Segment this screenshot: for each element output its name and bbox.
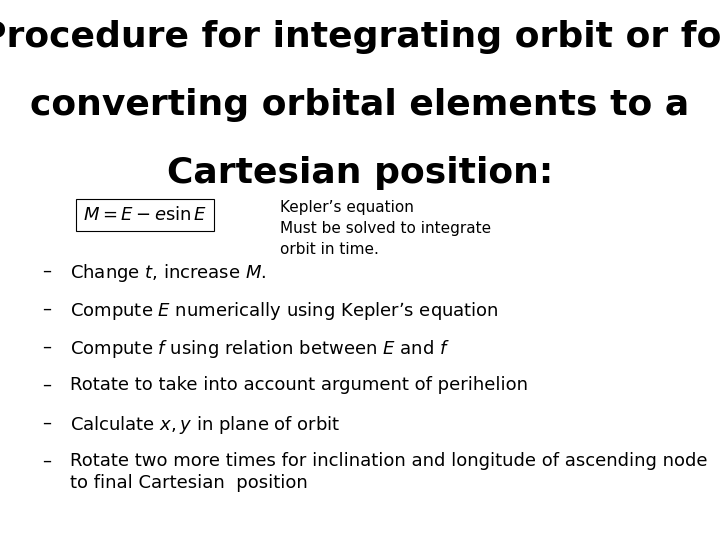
Text: –: – xyxy=(42,262,52,280)
Text: Compute $E$ numerically using Kepler’s equation: Compute $E$ numerically using Kepler’s e… xyxy=(70,300,499,322)
Text: –: – xyxy=(42,300,52,318)
Text: Rotate two more times for inclination and longitude of ascending node
to final C: Rotate two more times for inclination an… xyxy=(70,452,708,492)
Text: –: – xyxy=(42,338,52,356)
Text: $M = E - e\sin E$: $M = E - e\sin E$ xyxy=(83,206,207,224)
Text: Rotate to take into account argument of perihelion: Rotate to take into account argument of … xyxy=(70,376,528,394)
Text: Calculate $x,y$ in plane of orbit: Calculate $x,y$ in plane of orbit xyxy=(70,414,341,436)
Text: Kepler’s equation
Must be solved to integrate
orbit in time.: Kepler’s equation Must be solved to inte… xyxy=(280,200,491,257)
Text: –: – xyxy=(42,376,52,394)
Text: Procedure for integrating orbit or for: Procedure for integrating orbit or for xyxy=(0,20,720,54)
Text: –: – xyxy=(42,452,52,470)
Text: converting orbital elements to a: converting orbital elements to a xyxy=(30,88,690,122)
Text: Change $t$, increase $M$.: Change $t$, increase $M$. xyxy=(70,262,266,284)
Text: Compute $f$ using relation between $E$ and $f$: Compute $f$ using relation between $E$ a… xyxy=(70,338,450,360)
Text: –: – xyxy=(42,414,52,432)
Text: Cartesian position:: Cartesian position: xyxy=(167,156,553,190)
